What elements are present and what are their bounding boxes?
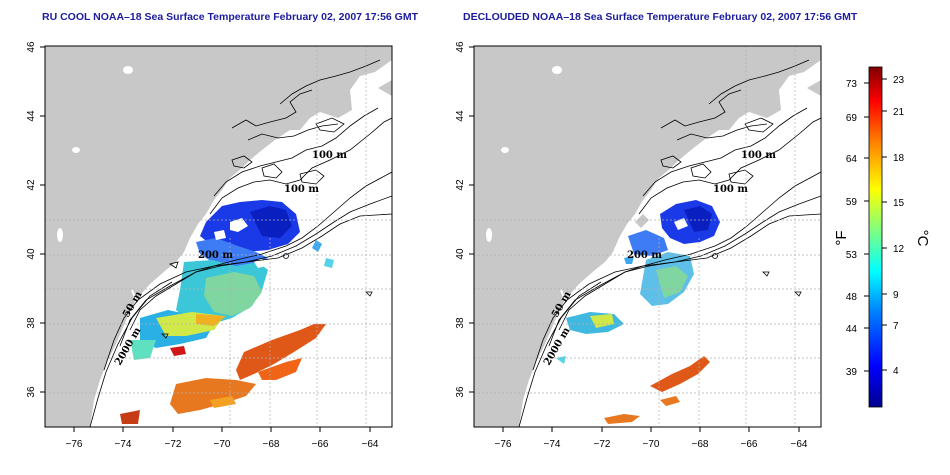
x-tick-label: −74 xyxy=(544,439,561,450)
graticule xyxy=(474,46,821,427)
fahrenheit-tick-label: 64 xyxy=(846,154,858,165)
y-axis xyxy=(40,46,45,393)
celsius-tick-label: 9 xyxy=(893,290,899,301)
long-island xyxy=(140,250,184,268)
y-tick-label: 40 xyxy=(455,248,466,260)
x-tick-label: −66 xyxy=(312,439,329,450)
x-tick-label: −68 xyxy=(263,439,280,450)
celsius-tick-label: 21 xyxy=(893,107,905,118)
lake xyxy=(123,66,133,74)
colorbar-gradient xyxy=(868,66,883,408)
fahrenheit-tick-label: 59 xyxy=(846,197,858,208)
chesapeake-bay xyxy=(131,289,138,321)
left-map-title: RU COOL NOAA–18 Sea Surface Temperature … xyxy=(42,11,419,23)
contour-label-100m: 100 m xyxy=(284,184,319,195)
x-tick-label: −72 xyxy=(165,439,182,450)
fahrenheit-tick-label: 39 xyxy=(846,367,858,378)
y-tick-label: 42 xyxy=(455,179,466,191)
cape-cod xyxy=(635,214,649,228)
celsius-tick-label: 7 xyxy=(893,321,899,332)
y-tick-label: 38 xyxy=(26,317,37,329)
chesapeake-bay xyxy=(560,289,567,321)
land-coastline xyxy=(300,94,346,114)
graticule xyxy=(45,46,392,427)
contour-label-100m: 100 m xyxy=(741,150,776,161)
y-tick-label: 38 xyxy=(455,317,466,329)
contour-label-100m: 100 m xyxy=(312,150,347,161)
colorbar: 73 69 64 59 53 48 44 39 23 21 18 15 12 9… xyxy=(833,66,931,408)
fahrenheit-tick-label: 48 xyxy=(846,292,858,303)
contour-label-200m: 200 m xyxy=(627,250,662,261)
x-axis xyxy=(502,427,800,432)
fahrenheit-tick-label: 44 xyxy=(846,324,858,335)
celsius-tick-label: 23 xyxy=(893,75,905,86)
x-tick-label: −70 xyxy=(643,439,660,450)
land-mass xyxy=(474,46,821,427)
y-tick-label: 46 xyxy=(455,41,466,53)
y-tick-label: 40 xyxy=(26,248,37,260)
y-tick-label: 44 xyxy=(26,110,37,122)
right-map-title: DECLOUDED NOAA–18 Sea Surface Temperatur… xyxy=(463,11,858,23)
y-tick-label: 36 xyxy=(455,386,466,398)
fahrenheit-tick-label: 53 xyxy=(846,250,858,261)
map-frame xyxy=(44,45,393,428)
x-tick-label: −70 xyxy=(214,439,231,450)
y-tick-label: 46 xyxy=(26,41,37,53)
celsius-tick-label: 15 xyxy=(893,198,905,209)
colorbar-ticks xyxy=(864,78,887,372)
land-coastline xyxy=(729,94,775,114)
fahrenheit-tick-label: 73 xyxy=(846,79,858,90)
lake xyxy=(552,66,562,74)
contour-label-100m: 100 m xyxy=(713,184,748,195)
celsius-tick-label: 4 xyxy=(893,366,899,377)
x-tick-label: −72 xyxy=(594,439,611,450)
fahrenheit-unit-label: °F xyxy=(833,230,850,245)
celsius-tick-label: 18 xyxy=(893,153,905,164)
y-tick-label: 36 xyxy=(26,386,37,398)
x-axis xyxy=(73,427,371,432)
y-tick-label: 44 xyxy=(455,110,466,122)
x-tick-label: −76 xyxy=(66,439,83,450)
x-tick-label: −66 xyxy=(741,439,758,450)
x-tick-label: −64 xyxy=(791,439,808,450)
contour-label-200m: 200 m xyxy=(198,250,233,261)
lake xyxy=(486,228,492,242)
y-axis xyxy=(469,46,474,393)
lake xyxy=(501,147,509,153)
bathymetry-contours xyxy=(518,59,821,427)
y-tick-label: 42 xyxy=(26,179,37,191)
grand-manan-island xyxy=(378,80,392,96)
right-map-panel: 100 m 100 m 200 m 50 m 2000 m −76 −74 −7… xyxy=(455,41,822,450)
bathymetry-contours xyxy=(89,59,392,427)
celsius-tick-label: 12 xyxy=(893,244,905,255)
long-island xyxy=(569,250,613,268)
lake xyxy=(72,147,80,153)
celsius-unit-label: °C xyxy=(914,230,931,247)
x-tick-label: −64 xyxy=(362,439,379,450)
left-map-panel: 100 m 100 m 200 m 50 m 2000 m −76 −74 −7… xyxy=(26,41,393,450)
x-tick-label: −74 xyxy=(115,439,132,450)
land-mass xyxy=(45,46,392,427)
grand-manan-island xyxy=(807,80,821,96)
x-tick-label: −68 xyxy=(692,439,709,450)
lake xyxy=(57,228,63,242)
map-frame xyxy=(473,45,822,428)
x-tick-label: −76 xyxy=(495,439,512,450)
fahrenheit-tick-label: 69 xyxy=(846,113,858,124)
